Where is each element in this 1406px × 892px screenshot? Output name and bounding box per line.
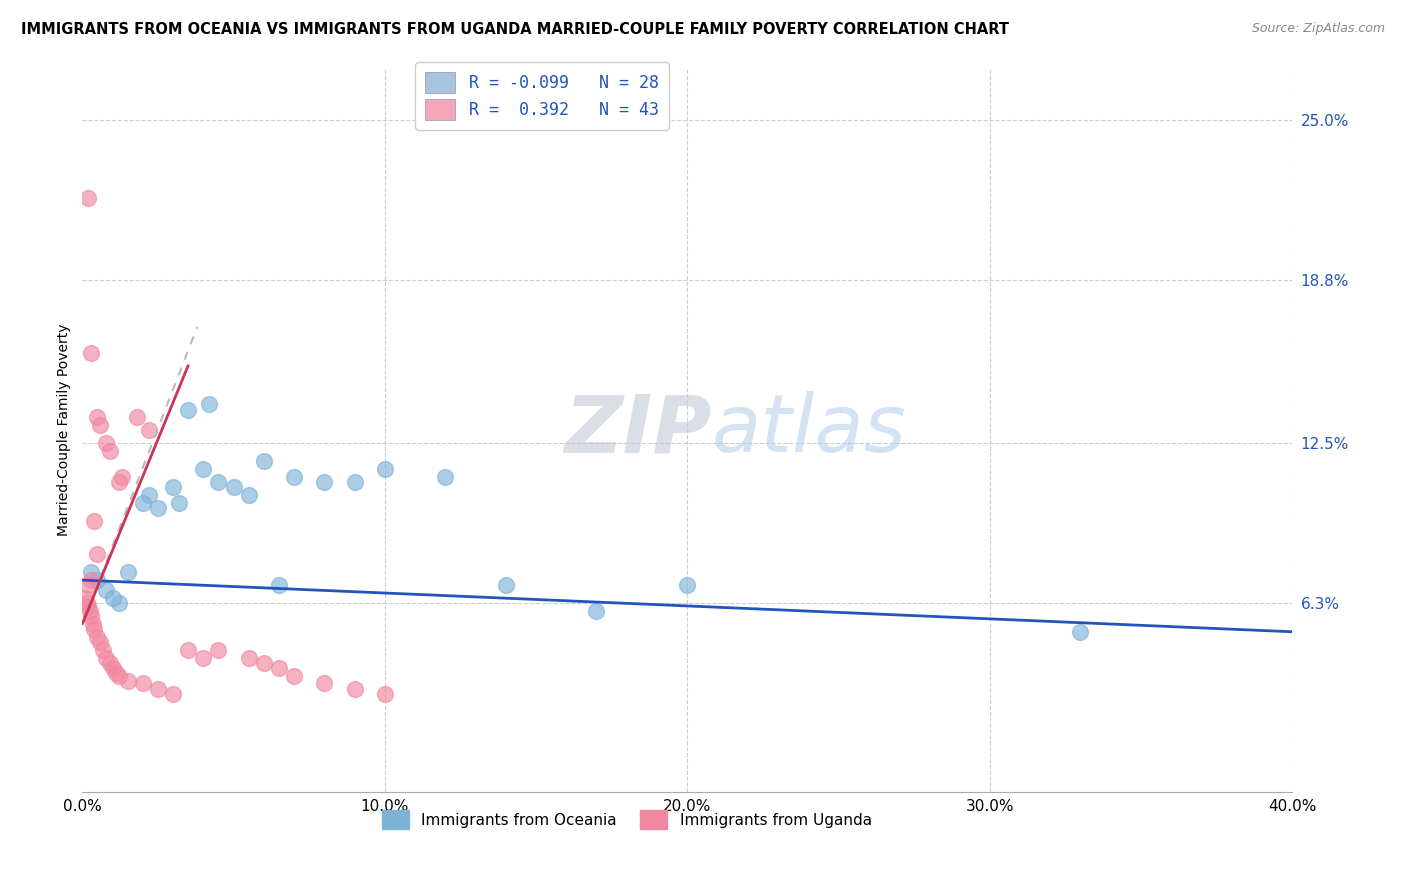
Point	[86, 547, 108, 561]
Point	[314, 676, 336, 690]
Y-axis label: Married-Couple Family Poverty: Married-Couple Family Poverty	[58, 324, 72, 536]
Point	[98, 656, 121, 670]
Point	[374, 687, 396, 701]
Point	[314, 475, 336, 489]
Point	[207, 475, 229, 489]
Point	[125, 410, 148, 425]
Point	[132, 676, 155, 690]
Point	[283, 469, 305, 483]
Point	[193, 462, 215, 476]
Point	[177, 643, 200, 657]
Text: ZIP: ZIP	[564, 392, 711, 469]
Point	[193, 650, 215, 665]
Point	[138, 423, 160, 437]
Point	[80, 573, 103, 587]
Point	[1069, 624, 1091, 639]
Point	[146, 681, 169, 696]
Point	[86, 630, 108, 644]
Point	[80, 609, 103, 624]
Point	[253, 656, 276, 670]
Point	[82, 617, 104, 632]
Point	[75, 591, 97, 606]
Point	[80, 566, 103, 580]
Point	[86, 410, 108, 425]
Point	[104, 666, 127, 681]
Point	[98, 444, 121, 458]
Point	[434, 469, 457, 483]
Legend: Immigrants from Oceania, Immigrants from Uganda: Immigrants from Oceania, Immigrants from…	[375, 804, 877, 835]
Point	[585, 604, 607, 618]
Point	[76, 596, 98, 610]
Point	[207, 643, 229, 657]
Point	[222, 480, 245, 494]
Point	[83, 622, 105, 636]
Point	[107, 475, 129, 489]
Point	[89, 418, 111, 433]
Point	[343, 681, 366, 696]
Point	[198, 397, 221, 411]
Point	[177, 402, 200, 417]
Point	[343, 475, 366, 489]
Point	[110, 469, 132, 483]
Point	[238, 488, 260, 502]
Point	[101, 661, 124, 675]
Point	[79, 604, 101, 618]
Point	[167, 495, 190, 509]
Point	[146, 500, 169, 515]
Point	[283, 669, 305, 683]
Point	[267, 578, 290, 592]
Point	[93, 643, 115, 657]
Point	[77, 191, 100, 205]
Point	[162, 480, 184, 494]
Point	[77, 578, 100, 592]
Point	[253, 454, 276, 468]
Point	[117, 566, 139, 580]
Text: IMMIGRANTS FROM OCEANIA VS IMMIGRANTS FROM UGANDA MARRIED-COUPLE FAMILY POVERTY : IMMIGRANTS FROM OCEANIA VS IMMIGRANTS FR…	[21, 22, 1010, 37]
Point	[86, 573, 108, 587]
Point	[495, 578, 517, 592]
Point	[107, 596, 129, 610]
Point	[138, 488, 160, 502]
Point	[132, 495, 155, 509]
Point	[267, 661, 290, 675]
Point	[238, 650, 260, 665]
Point	[676, 578, 699, 592]
Point	[89, 635, 111, 649]
Point	[96, 650, 118, 665]
Point	[83, 514, 105, 528]
Point	[107, 669, 129, 683]
Point	[374, 462, 396, 476]
Text: atlas: atlas	[711, 392, 905, 469]
Point	[96, 436, 118, 450]
Point	[80, 345, 103, 359]
Point	[101, 591, 124, 606]
Point	[77, 599, 100, 613]
Point	[117, 673, 139, 688]
Point	[96, 583, 118, 598]
Point	[162, 687, 184, 701]
Text: Source: ZipAtlas.com: Source: ZipAtlas.com	[1251, 22, 1385, 36]
